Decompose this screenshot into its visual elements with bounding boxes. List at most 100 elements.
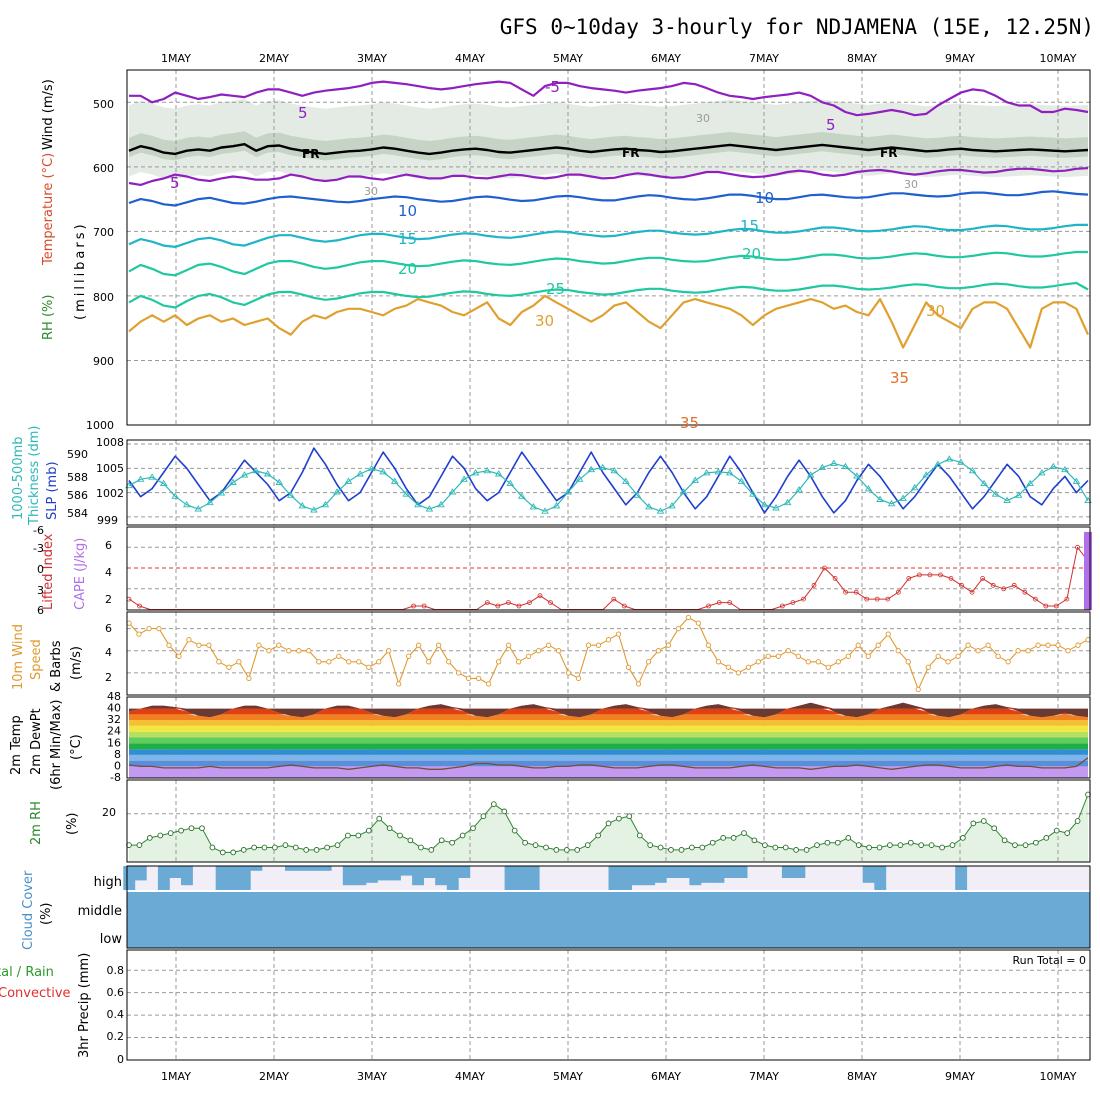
rh2m-point-61 (751, 837, 758, 844)
li-point-77 (927, 572, 933, 578)
wind10-point-5 (166, 642, 172, 648)
cloud-high-bar-21 (354, 866, 367, 886)
upper-air-tick-700: 700 (93, 226, 114, 239)
upper-air-ylabel-wind: Wind (m/s) (41, 79, 56, 150)
li-point-41 (548, 600, 553, 605)
thickness-point-82 (1061, 465, 1069, 473)
temp2m-ylabel-3: (6hr Min/Max) (49, 700, 64, 790)
cloud-high-bar-26 (412, 866, 424, 886)
slp-tick-999: 999 (97, 514, 118, 527)
thickness-line (128, 458, 1089, 512)
rh2m-point-36 (490, 801, 497, 807)
temp-max-cap (129, 702, 1088, 718)
slp-panel-frame (126, 439, 1091, 526)
li-point-35 (484, 600, 490, 605)
rh2m-point-25 (376, 815, 383, 822)
cloud-high-bar-11 (238, 866, 251, 890)
wind10-point-95 (1065, 648, 1071, 654)
precip-tick-0: 0 (117, 1053, 124, 1066)
cloud-unit: (%) (39, 903, 54, 926)
wind10-point-22 (336, 653, 342, 659)
thickness-point-15 (287, 491, 295, 498)
temp-band-10 (129, 714, 1088, 721)
rh-shading-core (129, 131, 1088, 161)
li-tick-m3: -3 (33, 542, 44, 555)
isotherm-minus5 (129, 80, 1089, 117)
rh-label-30-a: 30 (364, 185, 378, 198)
slp-tick-1005: 1005 (96, 462, 124, 475)
cloud-high-bar-53 (724, 866, 736, 878)
wind10-point-8 (196, 642, 202, 648)
cloud-high-bar-10 (227, 866, 240, 890)
rh2m-point-72 (866, 844, 872, 851)
bottom-date-label-9: 9MAY (945, 1070, 975, 1083)
rh2m-point-80 (949, 842, 956, 848)
li-point-48 (621, 603, 627, 609)
lifted-index-line (128, 546, 1089, 610)
bottom-date-label-6: 6MAY (651, 1070, 681, 1083)
thickness-point-10 (229, 478, 237, 485)
rh2m-point-31 (438, 837, 445, 844)
rh2m-point-6 (178, 827, 184, 834)
cloud-high-bar-45 (631, 866, 644, 886)
thickness-point-59 (795, 486, 803, 493)
rh2m-point-18 (303, 847, 310, 853)
wind10-point-76 (875, 642, 881, 648)
wind10-point-23 (346, 659, 352, 665)
rh2m-point-66 (803, 847, 810, 853)
rh2m-point-9 (209, 844, 216, 851)
rh2m-point-53 (668, 847, 674, 853)
rh2m-point-23 (355, 832, 362, 839)
contour-label-fr-3: FR (880, 146, 897, 160)
bottom-date-label-1: 1MAY (161, 1070, 191, 1083)
top-date-label-6: 6MAY (651, 52, 681, 65)
li-point-56 (706, 603, 711, 609)
thickness-point-34 (506, 479, 515, 487)
rh2m-point-37 (501, 808, 508, 815)
cape-bar-84 (1084, 531, 1092, 610)
cloud-high-bar-20 (342, 866, 355, 886)
rh2m-point-40 (532, 842, 539, 848)
wind10-point-91 (1025, 648, 1031, 654)
top-date-label-9: 9MAY (945, 52, 975, 65)
contour-label-5-c: 5 (170, 174, 180, 192)
thickness-point-11 (240, 471, 249, 478)
cloud-high-bar-50 (689, 866, 702, 886)
rh2m-point-75 (897, 842, 904, 848)
slp-ylabel: SLP (mb) (45, 461, 60, 520)
wind10-point-12 (236, 659, 242, 665)
rh-shading-band (129, 99, 1088, 180)
temp-band-5 (129, 743, 1088, 750)
cloud-high-bar-9 (215, 866, 228, 890)
wind10-point-67 (785, 648, 791, 654)
upper-air-tick-1000: 1000 (86, 419, 114, 432)
cloud-high-bar-43 (608, 866, 621, 890)
wind10-point-89 (1005, 659, 1011, 665)
upper-air-y-ticks: 500 600 700 800 900 1000 (86, 98, 114, 432)
precip-tick-08: 0.8 (107, 964, 125, 977)
cape-tick-2: 2 (105, 593, 112, 606)
li-point-57 (716, 600, 722, 605)
slp-tick-1002: 1002 (96, 487, 124, 500)
rh2m-point-82 (970, 820, 977, 827)
rh2m-point-8 (199, 825, 205, 832)
wind10-point-44 (555, 648, 562, 654)
slp-tick-1008: 1008 (96, 436, 124, 449)
temp2m-tick-8: 48 (107, 690, 121, 703)
cloud-high-bar-17 (308, 866, 320, 871)
rh2m-point-4 (157, 832, 164, 839)
isotherm-freezing (128, 143, 1089, 156)
li-point-40 (537, 593, 543, 599)
cloud-high-bar-23 (377, 866, 390, 881)
temp-band-2 (129, 760, 1088, 767)
wind10-point-39 (505, 642, 512, 648)
wind10-point-79 (905, 659, 911, 665)
cape-labels: Lifted Index CAPE (J/kg) 6 3 0 -3 -6 2 4… (33, 524, 112, 617)
temp-band-7 (129, 731, 1088, 738)
wind10-point-73 (845, 653, 851, 659)
bottom-date-label-3: 3MAY (357, 1070, 387, 1083)
cloud-high-bar-15 (285, 866, 297, 871)
rh2m-point-88 (1033, 839, 1039, 846)
cloud-high-bar-16 (296, 866, 309, 871)
rh2m-panel-frame (126, 779, 1091, 863)
